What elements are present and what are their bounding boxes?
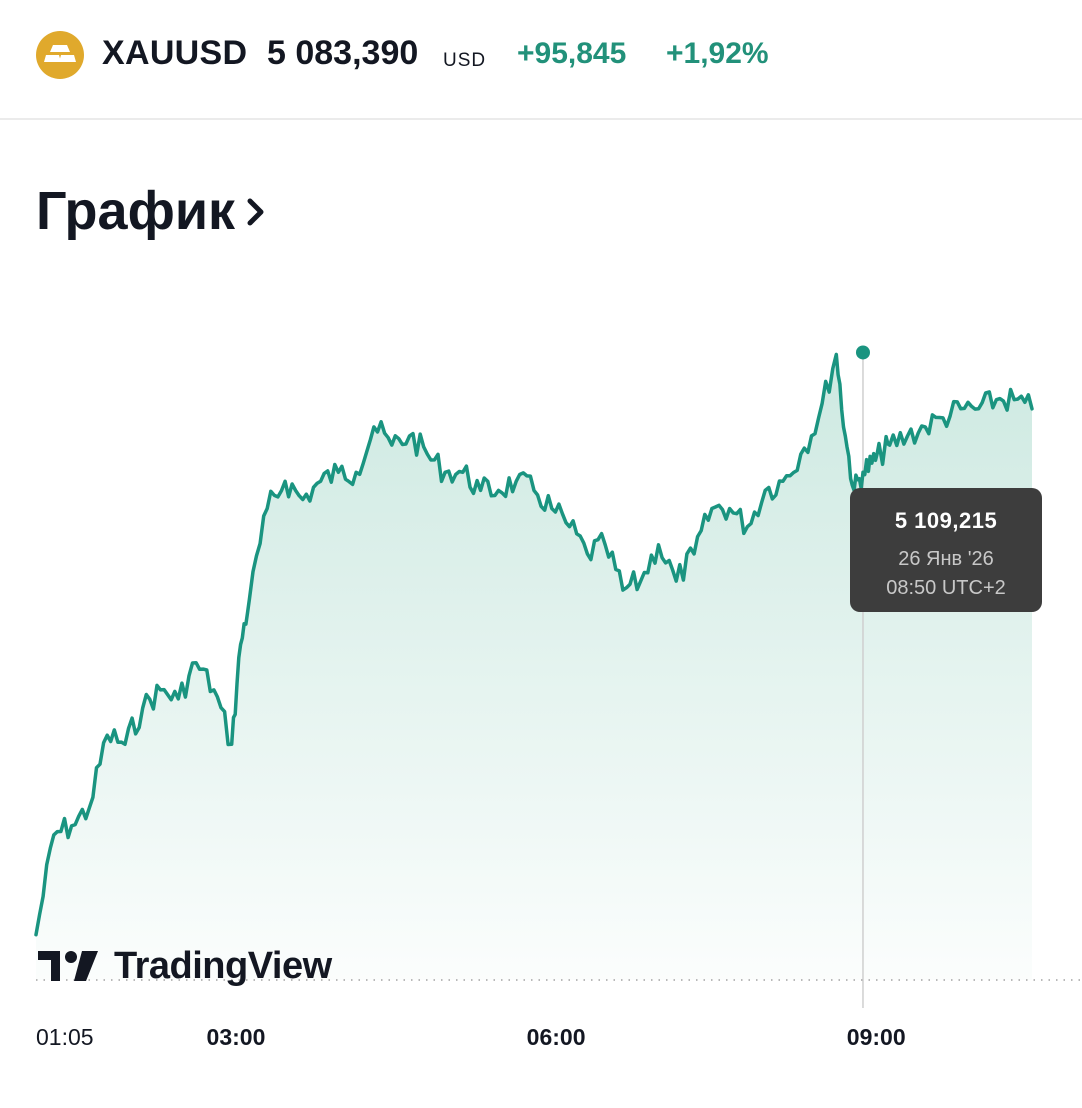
section-title: График bbox=[36, 181, 236, 241]
chart-link[interactable]: График bbox=[36, 180, 267, 242]
tradingview-logo[interactable]: TradingView bbox=[38, 944, 332, 988]
symbol: XAUUSD bbox=[102, 34, 248, 72]
tradingview-logo-icon bbox=[38, 951, 98, 981]
price-change-percent: +1,92% bbox=[666, 37, 769, 70]
x-tick-label: 01:05 bbox=[36, 1024, 94, 1050]
x-tick-label: 09:00 bbox=[846, 1024, 906, 1050]
tooltip-time: 08:50 UTC+2 bbox=[886, 577, 1006, 599]
price-tooltip: 5 109,215 26 Янв '26 08:50 UTC+2 bbox=[850, 488, 1042, 612]
price-change: +95,845 bbox=[517, 37, 627, 70]
currency: USD bbox=[443, 50, 487, 71]
x-tick-label: 06:00 bbox=[526, 1024, 586, 1050]
price-area bbox=[36, 354, 1032, 980]
price: 5 083,390 bbox=[267, 34, 419, 72]
highlight-point[interactable] bbox=[855, 345, 870, 360]
header: XAUUSD 5 083,390 USD +95,845 +1,92% bbox=[0, 0, 1082, 120]
chevron-right-icon bbox=[245, 180, 267, 242]
tradingview-logo-text: TradingView bbox=[114, 944, 332, 987]
price-line bbox=[34, 352, 1034, 937]
x-tick-label: 03:00 bbox=[206, 1024, 266, 1050]
tooltip-value: 5 109,215 bbox=[894, 508, 998, 533]
tooltip-date: 26 Янв '26 bbox=[898, 548, 994, 570]
gold-bars-icon bbox=[36, 31, 84, 79]
